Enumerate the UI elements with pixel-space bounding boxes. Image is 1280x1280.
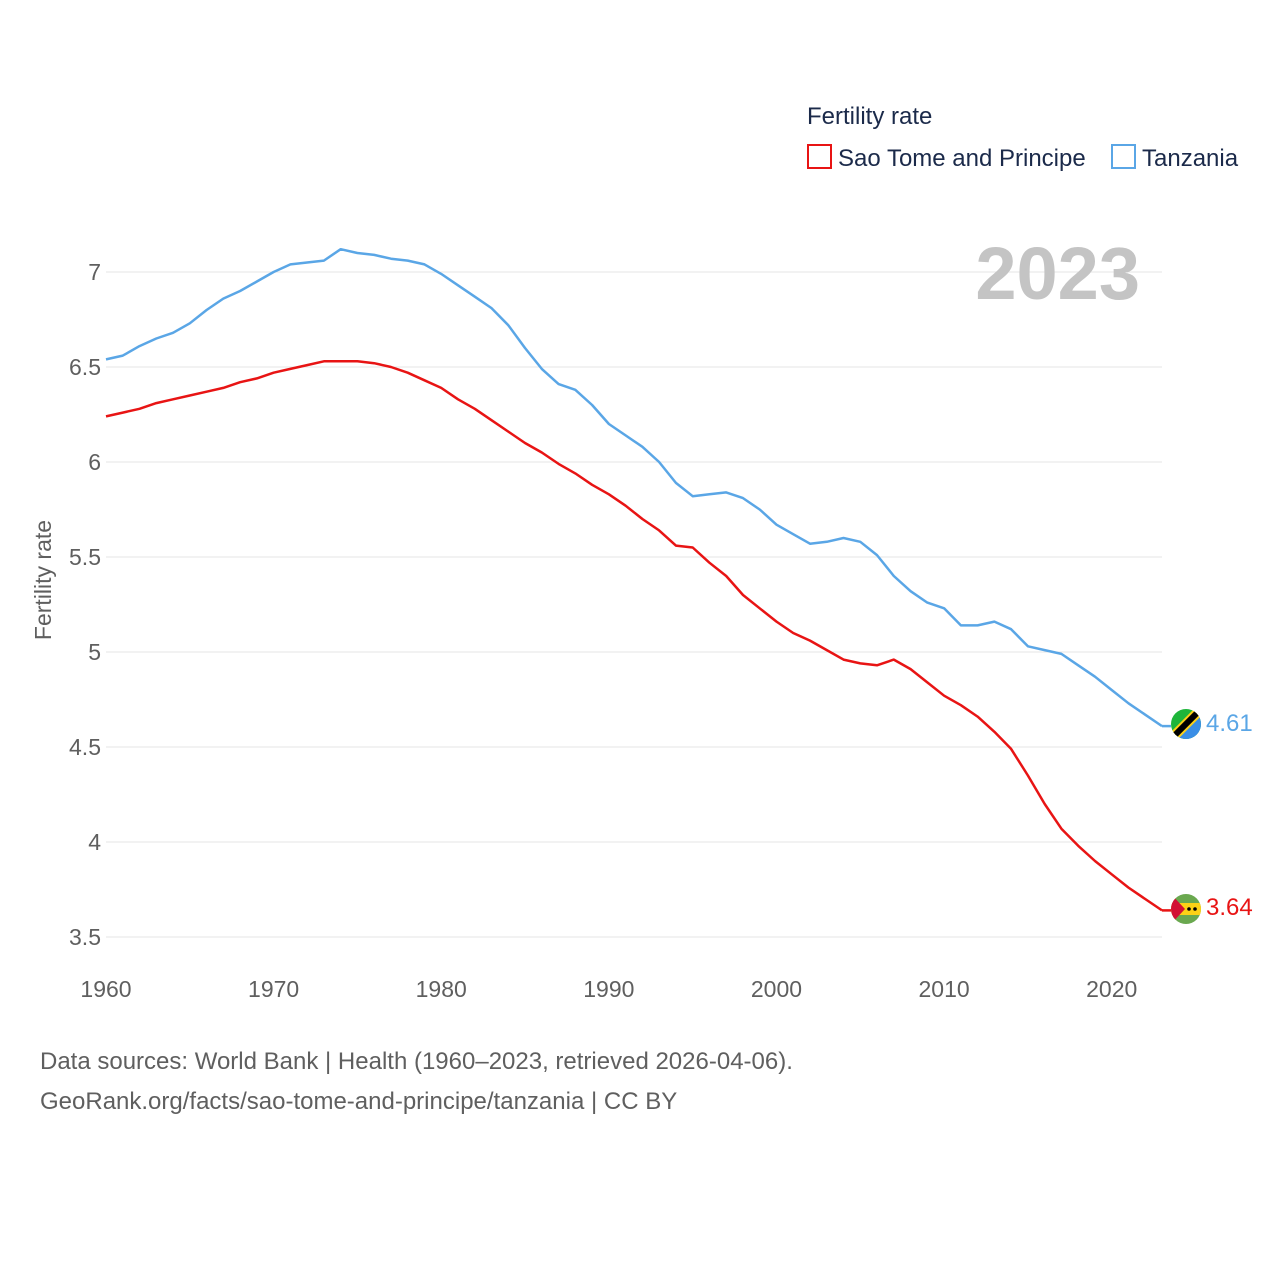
x-tick-label: 1970 bbox=[248, 976, 299, 1002]
legend: Fertility rate Sao Tome and Principe Tan… bbox=[807, 103, 1239, 172]
y-tick-label: 5.5 bbox=[69, 544, 101, 570]
legend-swatch-sao-tome bbox=[807, 144, 832, 169]
legend-label-tanzania: Tanzania bbox=[1142, 145, 1239, 172]
x-tick-label: 1990 bbox=[583, 976, 634, 1002]
grid-lines bbox=[106, 271, 1162, 938]
y-tick-label: 3.5 bbox=[69, 924, 101, 950]
y-tick-label: 6.5 bbox=[69, 354, 101, 380]
y-axis-title: Fertility rate bbox=[30, 520, 56, 640]
series-line-sao-tome-and-principe[interactable] bbox=[105, 360, 1163, 912]
x-tick-label: 1980 bbox=[416, 976, 467, 1002]
source-note: Data sources: World Bank | Health (1960–… bbox=[40, 1042, 793, 1122]
legend-swatch-tanzania bbox=[1111, 144, 1136, 169]
legend-label-sao-tome: Sao Tome and Principe bbox=[838, 145, 1086, 172]
series-line-tanzania[interactable] bbox=[105, 247, 1163, 728]
source-line-2[interactable]: GeoRank.org/facts/sao-tome-and-principe/… bbox=[40, 1088, 678, 1115]
source-line-1: Data sources: World Bank | Health (1960–… bbox=[40, 1048, 793, 1075]
legend-item-tanzania[interactable]: Tanzania bbox=[1111, 144, 1239, 172]
y-tick-label: 4 bbox=[88, 829, 101, 855]
y-tick-label: 4.5 bbox=[69, 734, 101, 760]
legend-item-sao-tome[interactable]: Sao Tome and Principe bbox=[807, 144, 1086, 172]
x-tick-label: 2020 bbox=[1086, 976, 1137, 1002]
x-tick-label: 2010 bbox=[919, 976, 970, 1002]
x-axis-ticks: 1960 1970 1980 1990 2000 2010 2020 bbox=[80, 976, 1137, 1002]
sao-tome-flag-icon bbox=[1171, 894, 1201, 924]
y-tick-label: 5 bbox=[88, 639, 101, 665]
end-value-sao-tome: 3.64 bbox=[1206, 894, 1253, 921]
x-tick-label: 2000 bbox=[751, 976, 802, 1002]
legend-title: Fertility rate bbox=[807, 103, 932, 130]
y-axis-ticks: 3.5 4 4.5 5 5.5 6 6.5 7 bbox=[69, 259, 101, 950]
y-tick-label: 7 bbox=[88, 259, 101, 285]
x-tick-label: 1960 bbox=[80, 976, 131, 1002]
y-tick-label: 6 bbox=[88, 449, 101, 475]
year-label: 2023 bbox=[975, 232, 1140, 315]
series-lines bbox=[105, 247, 1171, 912]
end-value-tanzania: 4.61 bbox=[1206, 710, 1253, 737]
tanzania-flag-icon bbox=[1171, 709, 1201, 739]
